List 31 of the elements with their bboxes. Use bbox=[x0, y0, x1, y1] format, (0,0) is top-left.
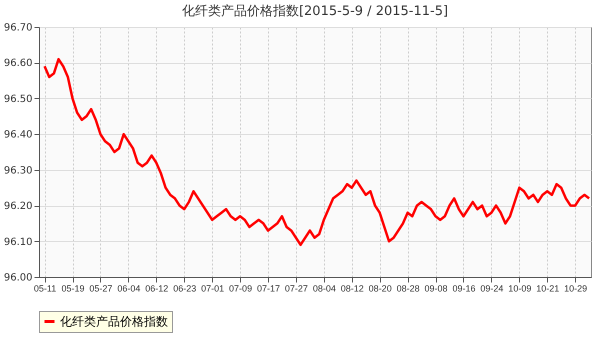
y-tick-label: 96.60 bbox=[4, 58, 32, 70]
x-tick-label: 10-29 bbox=[564, 284, 588, 294]
x-tick-label: 09-16 bbox=[452, 284, 476, 294]
y-tick-label: 96.40 bbox=[4, 130, 32, 141]
x-tick-label: 10-09 bbox=[508, 284, 532, 294]
y-tick-label: 96.30 bbox=[4, 165, 32, 176]
y-tick-label: 96.50 bbox=[4, 94, 32, 105]
x-tick-label: 06-04 bbox=[117, 284, 140, 294]
y-tick-label: 96.10 bbox=[4, 236, 32, 248]
x-tick-label: 08-04 bbox=[312, 284, 336, 294]
x-tick-label: 05-19 bbox=[61, 284, 85, 294]
x-tick-label: 10-21 bbox=[536, 284, 560, 294]
y-tick-label: 96.20 bbox=[4, 201, 32, 212]
y-tick-label: 96.00 bbox=[4, 272, 32, 284]
x-tick-label: 07-09 bbox=[229, 284, 252, 294]
legend-label: 化纤类产品价格指数 bbox=[60, 314, 168, 328]
x-tick-label: 08-20 bbox=[368, 284, 392, 294]
x-tick-label: 07-27 bbox=[284, 284, 308, 294]
x-tick-label: 09-08 bbox=[424, 284, 448, 294]
y-tick-label: 96.70 bbox=[4, 22, 32, 34]
x-tick-label: 05-27 bbox=[89, 284, 112, 294]
x-tick-label: 06-23 bbox=[173, 284, 196, 294]
x-tick-label: 09-24 bbox=[480, 284, 504, 294]
x-tick-label: 08-12 bbox=[340, 284, 364, 294]
chart-title: 化纤类产品价格指数[2015-5-9 / 2015-11-5] bbox=[182, 4, 448, 19]
x-tick-label: 07-17 bbox=[256, 284, 280, 294]
x-tick-label: 06-12 bbox=[145, 284, 168, 294]
x-tick-label: 08-28 bbox=[396, 284, 420, 294]
line-series bbox=[43, 58, 590, 246]
x-tick-label: 07-01 bbox=[201, 284, 224, 294]
x-tick-label: 05-11 bbox=[34, 284, 56, 294]
